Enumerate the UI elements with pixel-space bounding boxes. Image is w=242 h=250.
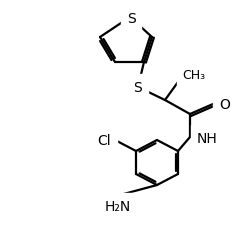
Text: Cl: Cl xyxy=(97,134,111,147)
Text: H₂N: H₂N xyxy=(105,199,131,213)
Text: O: O xyxy=(219,98,230,112)
Text: CH₃: CH₃ xyxy=(182,69,205,82)
Text: NH: NH xyxy=(197,132,218,145)
Text: S: S xyxy=(127,12,135,26)
Text: S: S xyxy=(134,81,142,94)
